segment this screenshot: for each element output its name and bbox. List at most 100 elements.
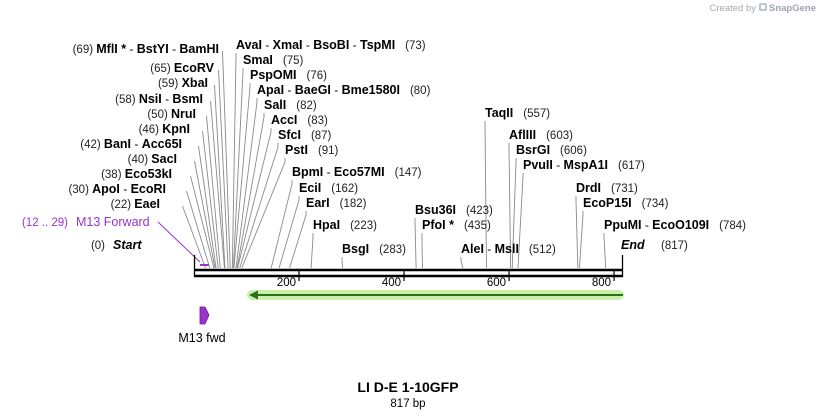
site-label[interactable]: HpaI (223) [313,218,377,232]
left-cut-site[interactable]: (22) EaeI [111,197,160,211]
site-label[interactable]: AccI (83) [271,113,328,127]
enzyme-name: BpmI [292,165,323,179]
site-label[interactable]: (65) EcoRV [150,61,214,75]
site-position: (734) [642,198,669,210]
right-cut-site[interactable]: EcoP15I (734) [583,196,669,210]
separator: - [284,83,295,97]
site-connector [202,130,219,269]
right-cut-site[interactable]: PpuMI - EcoO109I (784) [604,218,746,232]
enzyme-name: PfoI * [422,218,454,232]
site-connector [270,180,293,269]
site-label[interactable]: PspOMI (76) [250,68,327,82]
enzyme-name: SalI [264,98,286,112]
ruler-ticks: 200 400 600 800 [277,271,615,289]
left-cut-site[interactable]: (30) ApoI - EcoRI [68,182,166,196]
site-label[interactable]: PpuMI - EcoO109I (784) [604,218,746,232]
site-label[interactable]: BsrGI (606) [516,143,587,157]
right-cut-site[interactable]: TaqII (557) [485,106,550,120]
right-cut-site[interactable]: EciI (162) [299,181,358,195]
right-cut-site[interactable]: AccI (83) [271,113,328,127]
right-cut-site[interactable]: PstI (91) [285,143,339,157]
separator: - [169,42,180,56]
site-label[interactable]: (38) Eco53kI [101,167,172,181]
site-label[interactable]: PstI (91) [285,143,339,157]
right-cut-site[interactable]: BsgI (283) [342,242,406,256]
site-label[interactable]: (42) BanI - Acc65I [80,137,182,151]
right-cut-site[interactable]: BsrGI (606) [516,143,587,157]
right-cut-site[interactable]: HpaI (223) [313,218,377,232]
site-label[interactable]: AvaI - XmaI - BsoBI - TspMI (73) [236,38,426,52]
site-position: (512) [529,244,556,256]
enzyme-name: NsiI [139,92,162,106]
separator: - [262,38,273,52]
site-label[interactable]: (22) EaeI [111,197,160,211]
right-cut-site[interactable]: PspOMI (76) [250,68,327,82]
left-cut-site[interactable]: (69) MflI * - BstYI - BamHI [73,42,219,56]
site-label[interactable]: EarI (182) [306,196,367,210]
enzyme-name: PpuMI [604,218,642,232]
site-connector [484,121,487,269]
separator: - [331,83,342,97]
site-label[interactable]: Bsu36I (423) [415,203,493,217]
site-label[interactable]: EcoP15I (734) [583,196,669,210]
site-position: (147) [395,167,422,179]
right-cut-site[interactable]: DrdI (731) [576,181,638,195]
left-cut-site[interactable]: (46) KpnI [139,122,190,136]
site-label[interactable]: (46) KpnI [139,122,190,136]
primer-label: (12 .. 29) M13 Forward [22,215,201,263]
primer-feature[interactable]: M13 fwd [178,306,226,345]
left-cut-site[interactable]: (58) NsiI - BsmI [115,92,203,106]
right-cut-site[interactable]: SfcI (87) [278,128,332,142]
left-cut-site[interactable]: (59) XbaI [158,76,208,90]
site-connector [218,69,229,269]
site-label[interactable]: AflIII (603) [509,128,573,142]
right-cut-site[interactable]: ApaI - BaeGI - Bme1580I (80) [257,83,431,97]
site-label[interactable]: DrdI (731) [576,181,638,195]
site-label[interactable]: BsgI (283) [342,242,406,256]
site-label[interactable]: SmaI (75) [243,53,304,67]
right-cut-site[interactable]: PvuII - MspA1I (617) [523,158,645,172]
right-cut-site[interactable]: PfoI * (435) [422,218,491,232]
enzyme-name: MslI [495,242,519,256]
right-cut-site[interactable]: BpmI - Eco57MI (147) [292,165,422,179]
site-position: (42) [80,139,104,151]
right-cut-site[interactable]: AleI - MslI (512) [461,242,556,256]
left-cut-site[interactable]: (42) BanI - Acc65I [80,137,182,151]
site-label[interactable]: SalI (82) [264,98,317,112]
left-cut-site[interactable]: (40) SacI [128,152,177,166]
site-connector [206,115,221,269]
site-label[interactable]: (69) MflI * - BstYI - BamHI [73,42,219,56]
left-cut-site[interactable]: (65) EcoRV [150,61,214,75]
primer-arrow-icon[interactable] [199,306,210,325]
separator: - [553,158,564,172]
separator: - [349,38,360,52]
primer-leader-line [157,221,201,263]
site-label[interactable]: (40) SacI [128,152,177,166]
right-cut-site[interactable]: SmaI (75) [243,53,304,67]
site-label[interactable]: EciI (162) [299,181,358,195]
enzyme-name: BsoBI [313,38,349,52]
right-cut-site[interactable]: AvaI - XmaI - BsoBI - TspMI (73) [236,38,426,52]
site-label[interactable]: TaqII (557) [485,106,550,120]
site-label[interactable]: (58) NsiI - BsmI [115,92,203,106]
left-cut-site[interactable]: (50) NruI [147,107,196,121]
site-label[interactable]: SfcI (87) [278,128,332,142]
site-label[interactable]: PvuII - MspA1I (617) [523,158,645,172]
site-label[interactable]: (50) NruI [147,107,196,121]
site-label[interactable]: AleI - MslI (512) [461,242,556,256]
site-position: (80) [410,85,431,97]
right-cut-site[interactable]: SalI (82) [264,98,317,112]
left-cut-site[interactable]: (38) Eco53kI [101,167,172,181]
enzyme-name: Bme1580I [342,83,400,97]
site-position: (162) [331,183,358,195]
site-label[interactable]: ApaI - BaeGI - Bme1580I (80) [257,83,431,97]
site-label[interactable]: PfoI * (435) [422,218,491,232]
site-label[interactable]: BpmI - Eco57MI (147) [292,165,422,179]
site-label[interactable]: (30) ApoI - EcoRI [68,182,166,196]
site-label[interactable]: (59) XbaI [158,76,208,90]
site-position: (46) [139,124,163,136]
right-cut-site[interactable]: AflIII (603) [509,128,573,142]
right-cut-site[interactable]: Bsu36I (423) [415,203,493,217]
site-connector [508,143,512,269]
right-cut-site[interactable]: EarI (182) [306,196,367,210]
